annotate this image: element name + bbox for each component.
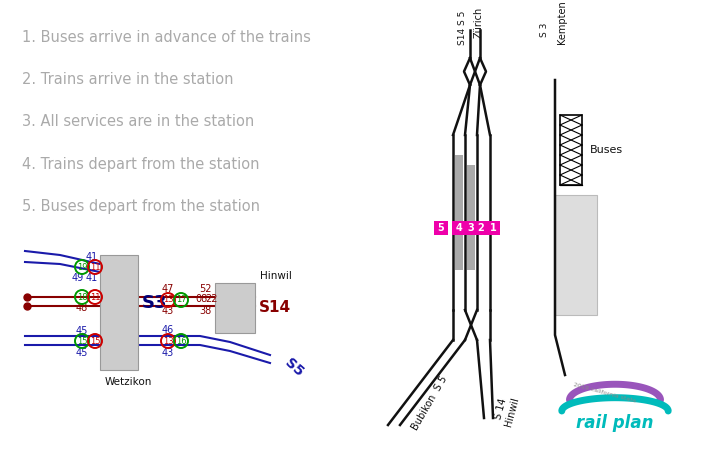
Text: 13: 13: [163, 296, 173, 304]
Text: 11: 11: [89, 292, 100, 302]
Text: 22: 22: [206, 294, 218, 304]
Text: 15: 15: [89, 336, 100, 346]
Text: 4: 4: [456, 223, 462, 233]
Text: 13: 13: [163, 336, 173, 346]
Text: 3. All services are in the station: 3. All services are in the station: [22, 114, 254, 129]
Text: 2019 california state: 2019 california state: [573, 382, 637, 404]
Text: Hinwil: Hinwil: [260, 271, 292, 281]
Text: 45: 45: [76, 326, 88, 336]
Text: 47: 47: [162, 284, 174, 294]
Text: 15: 15: [77, 336, 87, 346]
Text: 49: 49: [72, 273, 84, 283]
Text: 2: 2: [478, 223, 484, 233]
Text: Wetzikon: Wetzikon: [105, 377, 153, 387]
Text: S5: S5: [282, 356, 306, 380]
Bar: [452, 221, 466, 235]
Text: 45: 45: [76, 348, 88, 358]
Bar: [215, 283, 255, 333]
Text: 41: 41: [86, 273, 98, 283]
Text: Buses: Buses: [590, 145, 623, 155]
Text: 08: 08: [196, 294, 208, 304]
Bar: [474, 221, 488, 235]
Text: S3: S3: [142, 294, 168, 312]
Bar: [467, 165, 475, 270]
Text: 4. Trains depart from the station: 4. Trains depart from the station: [22, 157, 259, 172]
Text: 18: 18: [77, 292, 87, 302]
Bar: [560, 115, 582, 185]
Bar: [486, 221, 500, 235]
Text: 19: 19: [77, 263, 87, 272]
Text: 43: 43: [162, 306, 174, 316]
Text: S14 S 5: S14 S 5: [458, 11, 467, 45]
Text: S 3: S 3: [540, 23, 549, 37]
Bar: [555, 195, 597, 315]
Text: 17: 17: [175, 296, 186, 304]
Text: 48: 48: [76, 303, 88, 313]
Text: 38: 38: [199, 306, 211, 316]
Bar: [464, 221, 478, 235]
Text: Kempten: Kempten: [557, 0, 567, 44]
Text: S14: S14: [259, 301, 291, 315]
Text: 52: 52: [199, 284, 212, 294]
Text: 41: 41: [86, 252, 98, 262]
Text: rail plan: rail plan: [577, 414, 654, 432]
Bar: [455, 155, 463, 270]
Bar: [434, 221, 448, 235]
Text: 2. Trains arrive in the station: 2. Trains arrive in the station: [22, 73, 234, 88]
Text: 5: 5: [437, 223, 444, 233]
Bar: [100, 255, 138, 370]
Text: Bubikon  S 5: Bubikon S 5: [410, 374, 449, 432]
Text: 16: 16: [175, 336, 186, 346]
Text: 1: 1: [490, 223, 496, 233]
Text: 1. Buses arrive in advance of the trains: 1. Buses arrive in advance of the trains: [22, 30, 311, 45]
Text: 5. Buses depart from the station: 5. Buses depart from the station: [22, 198, 260, 213]
Text: 43: 43: [162, 348, 174, 358]
Text: 46: 46: [162, 325, 174, 335]
Text: S 14
Hinwil: S 14 Hinwil: [492, 393, 520, 428]
Text: 11: 11: [89, 263, 100, 272]
Text: 3: 3: [468, 223, 474, 233]
Text: Zürich: Zürich: [474, 6, 484, 38]
